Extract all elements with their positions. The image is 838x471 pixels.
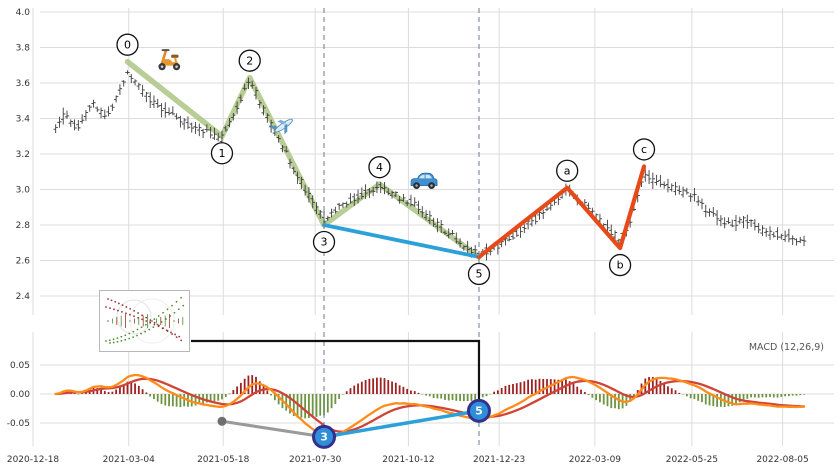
svg-text:3: 3 [320,431,328,444]
car-icon [410,172,438,190]
svg-text:c: c [641,143,647,156]
x-tick-label: 2020-12-18 [7,455,60,465]
scooter-icon [158,48,181,71]
inset-thumbnail [99,290,190,352]
macd-y-tick-label: 0.05 [10,361,30,371]
gray-connector [217,416,326,439]
wave-marker-3: 3 [312,230,336,254]
wave-marker-c: c [632,138,656,161]
blue-connector [322,409,481,439]
x-tick-label: 2021-03-04 [103,455,156,465]
dashed-vlines [323,8,480,446]
macd-params-label: MACD (12,26,9) [748,342,824,353]
axis-tick-labels: 4.0 3.8 3.6 3.4 3.2 3.0 2.8 2.6 2.4 0.05 0.00 -0.05… [7,8,809,465]
svg-text:1: 1 [218,147,225,160]
elliott-blue-line [322,223,481,259]
x-tick-label: 2021-07-30 [289,455,342,465]
macd-lines [54,373,806,439]
price-y-tick-label: 3.4 [16,115,31,125]
svg-text:5: 5 [475,268,482,281]
macd-y-tick-label: -0.05 [7,419,30,429]
macd-marker-5: 5 [466,398,491,423]
wave-marker-0: 0 [116,33,139,56]
wave-marker-2: 2 [238,49,261,72]
wave-marker-b: b [608,253,632,277]
price-y-tick-label: 3.8 [16,44,31,54]
price-y-tick-label: 2.4 [16,292,31,302]
wave-marker-4: 4 [368,156,391,179]
event-icons [158,48,438,190]
svg-text:0: 0 [124,38,131,51]
price-y-tick-label: 3.0 [16,186,31,196]
wave-markers: 0 1 2 3 4 5 a b c [116,33,656,286]
elliott-impulse-line [124,58,482,260]
inset-mini-chart [105,296,185,344]
svg-text:5: 5 [475,404,483,417]
svg-text:4: 4 [376,161,383,174]
price-y-tick-label: 2.6 [16,257,31,267]
airplane-icon [269,118,293,135]
gray-dot [217,416,227,426]
wave-marker-1: 1 [210,142,234,165]
x-tick-label: 2022-03-09 [569,455,622,465]
macd-marker-3: 3 [312,424,337,449]
ohlc-bars [53,70,807,261]
price-y-tick-label: 3.2 [16,150,30,160]
price-y-tick-label: 3.6 [16,79,31,89]
price-y-tick-label: 4.0 [16,8,31,18]
macd-histogram [54,375,805,419]
svg-text:a: a [564,164,571,177]
x-tick-label: 2021-10-12 [382,455,434,465]
price-y-tick-label: 2.8 [16,221,31,231]
wave-marker-5: 5 [467,262,491,286]
elliott-correction-line [476,164,647,260]
callout-line [191,339,481,401]
x-tick-label: 2022-05-25 [666,455,718,465]
wave-marker-a: a [556,159,579,182]
svg-text:2: 2 [246,54,253,67]
svg-text:3: 3 [321,236,328,249]
macd-markers: 35 [312,398,491,449]
svg-text:b: b [617,259,624,272]
macd-line [54,373,806,439]
x-tick-label: 2021-12-23 [473,455,525,465]
macd-y-tick-label: 0.00 [10,390,30,400]
x-tick-label: 2021-05-18 [197,455,250,465]
x-tick-label: 2022-08-05 [756,455,808,465]
